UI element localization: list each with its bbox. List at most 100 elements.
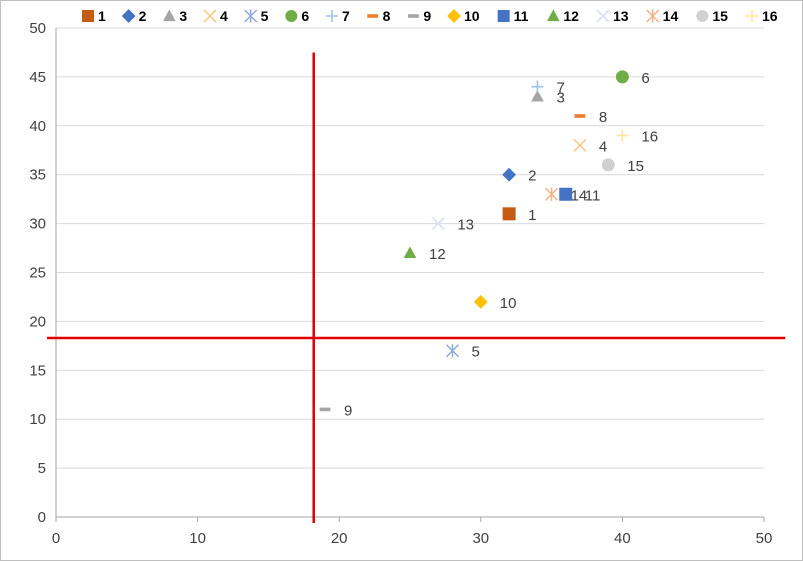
legend-item-6: 6 <box>285 8 309 24</box>
legend-label-13: 13 <box>613 8 629 24</box>
legend: 1 2 3 4 5 6 7 8 9 10 11 12 13 14 15 16 <box>82 8 778 24</box>
legend-label-12: 12 <box>563 8 579 24</box>
x-tick-label: 20 <box>331 530 348 547</box>
legend-item-12: 12 <box>547 8 579 24</box>
data-point-7 <box>531 80 544 93</box>
legend-marker-12 <box>547 9 560 22</box>
legend-marker-8 <box>367 14 379 18</box>
data-label-9: 9 <box>344 402 352 419</box>
data-label-15: 15 <box>627 158 644 175</box>
legend-item-7: 7 <box>326 8 350 24</box>
data-label-16: 16 <box>641 129 658 146</box>
legend-item-2: 2 <box>121 8 147 24</box>
legend-label-9: 9 <box>423 8 431 24</box>
legend-item-4: 4 <box>203 8 228 24</box>
legend-label-8: 8 <box>383 8 391 24</box>
data-label-3: 3 <box>556 89 564 106</box>
legend-marker-4 <box>203 9 217 23</box>
legend-item-16: 16 <box>746 8 778 24</box>
x-tick-label: 0 <box>52 530 60 547</box>
data-label-8: 8 <box>599 109 607 126</box>
y-tick-label: 40 <box>29 118 46 135</box>
data-label-11: 11 <box>585 187 601 204</box>
data-point-1 <box>502 207 516 221</box>
legend-marker-10 <box>447 9 461 23</box>
x-tick-label: 50 <box>756 530 773 547</box>
gridlines <box>56 27 764 469</box>
legend-item-3: 3 <box>163 8 187 24</box>
data-point-3 <box>531 89 544 102</box>
legend-marker-2 <box>121 9 136 23</box>
legend-item-8: 8 <box>367 8 391 24</box>
legend-marker-14 <box>646 9 660 23</box>
y-tick-label: 0 <box>38 509 46 526</box>
y-tick-label: 15 <box>29 362 46 379</box>
legend-marker-1 <box>82 10 94 22</box>
data-point-4 <box>573 138 587 152</box>
data-point-16 <box>616 129 629 142</box>
legend-item-9: 9 <box>407 8 431 24</box>
data-label-6: 6 <box>641 70 649 87</box>
legend-marker-16 <box>746 10 758 22</box>
data-point-9 <box>319 407 331 412</box>
data-point-6 <box>615 70 629 84</box>
legend-label-4: 4 <box>220 8 228 24</box>
legend-label-16: 16 <box>762 8 778 24</box>
legend-label-10: 10 <box>464 8 480 24</box>
legend-label-7: 7 <box>342 8 350 24</box>
data-label-10: 10 <box>500 295 517 312</box>
legend-marker-9 <box>407 14 419 18</box>
legend-label-5: 5 <box>261 8 269 24</box>
data-point-10 <box>473 294 488 309</box>
x-tick-label: 10 <box>189 530 206 547</box>
legend-item-15: 15 <box>696 8 728 24</box>
data-point-11 <box>559 187 573 201</box>
data-label-12: 12 <box>429 246 446 263</box>
legend-label-1: 1 <box>98 8 106 24</box>
data-label-13: 13 <box>457 217 474 234</box>
data-label-1: 1 <box>528 207 536 224</box>
data-point-15 <box>601 158 615 172</box>
data-point-8 <box>574 114 586 118</box>
legend-item-14: 14 <box>646 8 679 24</box>
x-tick-label: 40 <box>614 530 631 547</box>
y-tick-label: 20 <box>29 313 46 330</box>
x-tick-label: 30 <box>472 530 489 547</box>
legend-marker-7 <box>326 10 338 22</box>
legend-marker-11 <box>497 10 510 22</box>
legend-item-5: 5 <box>244 8 269 24</box>
data-label-14: 14 <box>571 187 588 204</box>
legend-marker-15 <box>696 10 709 22</box>
y-tick-label: 30 <box>29 216 46 233</box>
legend-label-6: 6 <box>301 8 309 24</box>
legend-label-2: 2 <box>139 8 147 24</box>
data-point-2 <box>502 167 517 182</box>
reference-lines <box>46 52 786 523</box>
legend-item-1: 1 <box>82 8 106 24</box>
y-tick-label: 45 <box>29 69 46 86</box>
legend-label-3: 3 <box>179 8 187 24</box>
legend-marker-5 <box>244 9 258 23</box>
tick-labels: 0 5 10 15 20 25 30 35 40 45 50 0 10 20 30 40 50 <box>29 20 772 547</box>
legend-label-11: 11 <box>514 8 529 24</box>
y-tick-label: 5 <box>38 460 46 477</box>
data-point-12 <box>403 246 417 259</box>
legend-label-15: 15 <box>712 8 728 24</box>
data-label-4: 4 <box>599 138 607 155</box>
y-tick-label: 10 <box>29 411 46 428</box>
data-point-13 <box>431 217 445 231</box>
data-point-14 <box>545 187 559 201</box>
legend-marker-13 <box>596 9 610 23</box>
y-tick-label: 25 <box>29 265 46 282</box>
data-label-7: 7 <box>556 80 564 97</box>
legend-label-14: 14 <box>663 8 679 24</box>
y-tick-label: 35 <box>29 167 46 184</box>
legend-marker-6 <box>285 10 298 22</box>
data-label-2: 2 <box>528 168 536 185</box>
legend-item-10: 10 <box>447 8 480 24</box>
legend-item-13: 13 <box>596 8 629 24</box>
legend-item-11: 11 <box>497 8 529 24</box>
y-tick-label: 50 <box>29 20 46 37</box>
